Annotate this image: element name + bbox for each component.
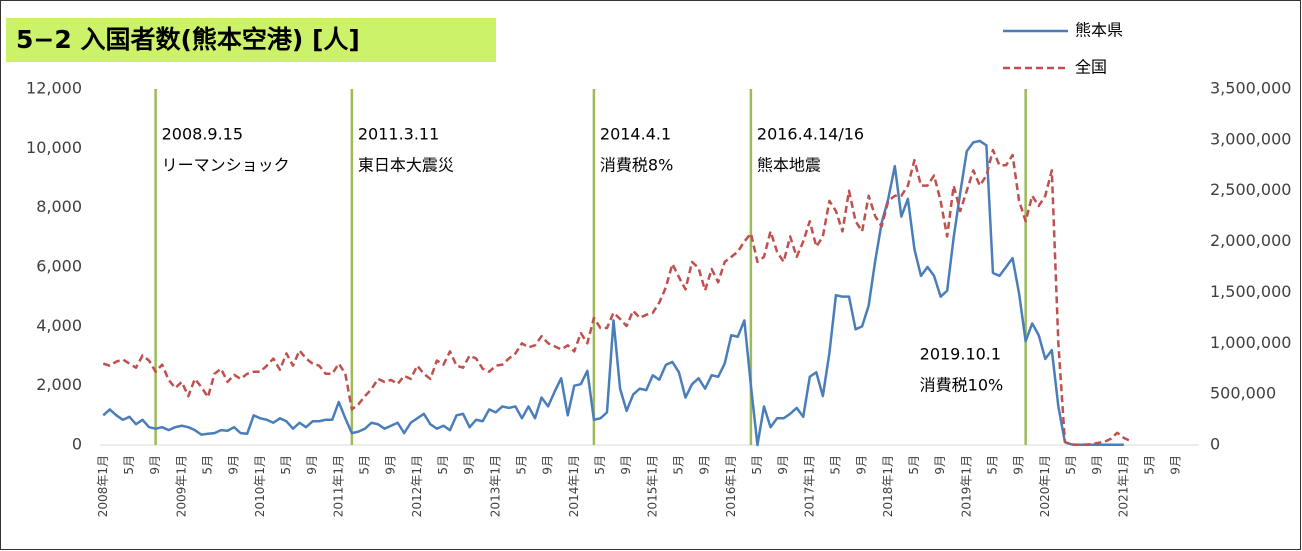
legend-label: 全国 bbox=[1075, 58, 1107, 77]
x-tick-label: 9月 bbox=[541, 455, 555, 475]
title-box bbox=[6, 18, 496, 62]
x-tick-label: 5月 bbox=[514, 455, 528, 475]
event-text: 東日本大震災 bbox=[358, 156, 454, 175]
y-tick-label: 2,000 bbox=[36, 375, 82, 394]
x-tick-label: 2010年1月 bbox=[253, 455, 267, 517]
x-tick-label: 9月 bbox=[698, 455, 712, 475]
x-tick-label: 2009年1月 bbox=[174, 455, 188, 517]
series-line bbox=[102, 148, 1131, 447]
y-tick-label: 0 bbox=[72, 435, 82, 454]
x-tick-label: 2021年1月 bbox=[1116, 455, 1130, 517]
x-tick-label: 5月 bbox=[593, 455, 607, 475]
y2-tick-label: 1,500,000 bbox=[1210, 282, 1291, 301]
x-tick-label: 2008年1月 bbox=[96, 455, 110, 517]
x-tick-label: 9月 bbox=[384, 455, 398, 475]
x-tick-label: 9月 bbox=[1169, 455, 1183, 475]
x-tick-label: 2018年1月 bbox=[881, 455, 895, 517]
x-tick-label: 2011年1月 bbox=[331, 455, 345, 517]
x-tick-label: 5月 bbox=[357, 455, 371, 475]
y2-tick-label: 0 bbox=[1210, 435, 1220, 454]
x-tick-label: 9月 bbox=[855, 455, 869, 475]
chart-title: 5−2 入国者数(熊本空港) [人] bbox=[16, 25, 360, 54]
x-tick-label: 2014年1月 bbox=[567, 455, 581, 517]
x-tick-label: 2015年1月 bbox=[645, 455, 659, 517]
y-tick-label: 4,000 bbox=[36, 316, 82, 335]
event-date: 2019.10.1 bbox=[920, 345, 1001, 364]
x-tick-label: 2012年1月 bbox=[410, 455, 424, 517]
x-tick-label: 5月 bbox=[985, 455, 999, 475]
y-tick-label: 8,000 bbox=[36, 197, 82, 216]
x-tick-label: 5月 bbox=[122, 455, 136, 475]
x-tick-label: 9月 bbox=[776, 455, 790, 475]
x-tick-label: 5月 bbox=[750, 455, 764, 475]
x-tick-label: 5月 bbox=[907, 455, 921, 475]
x-tick-label: 9月 bbox=[305, 455, 319, 475]
x-tick-label: 2020年1月 bbox=[1038, 455, 1052, 517]
x-tick-label: 5月 bbox=[828, 455, 842, 475]
y2-tick-label: 3,000,000 bbox=[1210, 129, 1291, 148]
y2-tick-label: 2,500,000 bbox=[1210, 180, 1291, 199]
event-date: 2008.9.15 bbox=[162, 125, 243, 144]
x-tick-label: 9月 bbox=[227, 455, 241, 475]
y2-tick-label: 2,000,000 bbox=[1210, 231, 1291, 250]
y-tick-label: 6,000 bbox=[36, 257, 82, 276]
y2-tick-label: 3,500,000 bbox=[1210, 79, 1291, 98]
event-date: 2014.4.1 bbox=[600, 125, 671, 144]
x-tick-label: 5月 bbox=[200, 455, 214, 475]
event-text: 消費税8% bbox=[600, 156, 673, 175]
x-tick-label: 9月 bbox=[1012, 455, 1026, 475]
event-date: 2016.4.14/16 bbox=[757, 125, 864, 144]
y-tick-label: 12,000 bbox=[26, 79, 82, 98]
event-text: 消費税10% bbox=[920, 376, 1004, 395]
x-tick-label: 9月 bbox=[462, 455, 476, 475]
y2-tick-label: 500,000 bbox=[1210, 384, 1276, 403]
x-tick-label: 9月 bbox=[1090, 455, 1104, 475]
x-tick-label: 9月 bbox=[933, 455, 947, 475]
x-tick-label: 2019年1月 bbox=[959, 455, 973, 517]
event-text: リーマンショック bbox=[162, 156, 290, 175]
y-tick-label: 10,000 bbox=[26, 138, 82, 157]
x-tick-label: 5月 bbox=[436, 455, 450, 475]
y2-tick-label: 1,000,000 bbox=[1210, 333, 1291, 352]
x-tick-label: 9月 bbox=[148, 455, 162, 475]
x-tick-label: 2013年1月 bbox=[488, 455, 502, 517]
event-date: 2011.3.11 bbox=[358, 125, 439, 144]
event-text: 熊本地震 bbox=[757, 156, 821, 175]
legend-label: 熊本県 bbox=[1075, 21, 1123, 40]
x-tick-label: 5月 bbox=[1142, 455, 1156, 475]
x-tick-label: 2016年1月 bbox=[724, 455, 738, 517]
series-line bbox=[102, 139, 1124, 447]
x-tick-label: 2017年1月 bbox=[802, 455, 816, 517]
x-tick-label: 9月 bbox=[619, 455, 633, 475]
x-tick-label: 5月 bbox=[671, 455, 685, 475]
x-tick-label: 5月 bbox=[279, 455, 293, 475]
x-tick-label: 5月 bbox=[1064, 455, 1078, 475]
